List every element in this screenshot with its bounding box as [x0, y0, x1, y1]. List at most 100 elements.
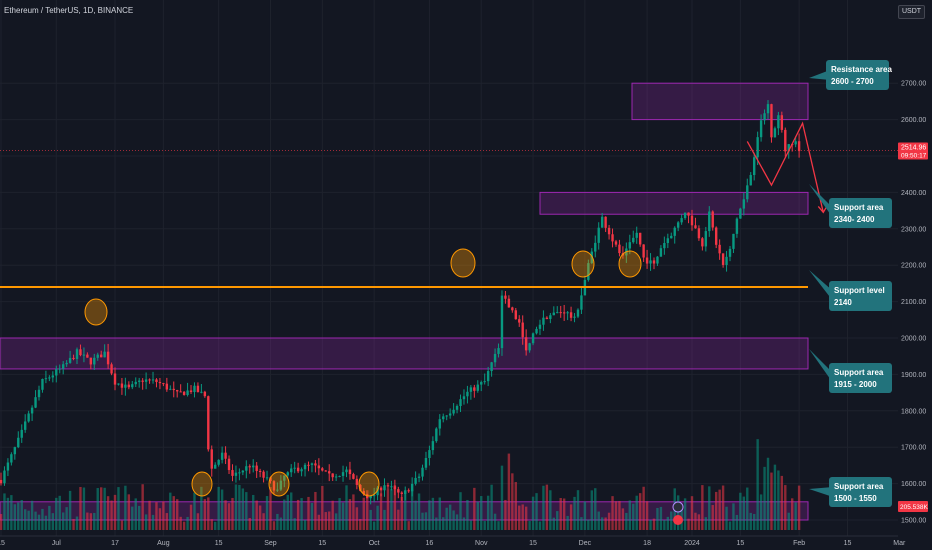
- candle-body: [766, 104, 770, 114]
- currency-button[interactable]: USDT: [898, 5, 925, 19]
- volume-bar: [566, 515, 569, 530]
- volume-bar: [286, 494, 289, 530]
- volume-bar: [500, 465, 504, 530]
- volume-bar: [99, 487, 103, 530]
- volume-bar: [30, 500, 34, 530]
- callout-box: [829, 477, 892, 507]
- volume-bar: [352, 494, 355, 530]
- candle-body: [711, 211, 714, 228]
- candle-body: [628, 242, 632, 249]
- candle-body: [127, 384, 131, 388]
- volume-bar: [590, 490, 594, 530]
- candle-body: [663, 242, 666, 249]
- volume-bar: [120, 520, 124, 530]
- candle-body: [473, 387, 476, 391]
- candle-body: [134, 381, 137, 385]
- candle-body: [376, 487, 379, 496]
- volume-bar: [307, 496, 310, 530]
- volume-bar: [476, 501, 479, 530]
- candle-body: [455, 405, 459, 410]
- candle-body: [258, 470, 262, 472]
- candle-body: [607, 227, 611, 235]
- volume-bar: [359, 518, 362, 530]
- candle-body: [714, 227, 718, 245]
- touch-circle: [268, 471, 290, 497]
- volume-bar: [787, 512, 790, 530]
- volume-bar: [3, 493, 6, 530]
- candle-body: [61, 364, 65, 369]
- candle-body: [746, 185, 749, 200]
- volume-bar: [507, 453, 511, 530]
- volume-bar: [524, 506, 528, 530]
- callout-line1: Support level: [834, 286, 885, 295]
- candle-body: [770, 104, 773, 138]
- callout-line1: Support area: [834, 482, 884, 491]
- candle-body: [265, 477, 269, 479]
- candle-body: [79, 349, 82, 356]
- candle-body: [704, 231, 708, 247]
- candle-body: [680, 218, 683, 223]
- volume-bar: [452, 510, 455, 530]
- candle-body: [524, 337, 528, 351]
- candle-body: [172, 388, 175, 391]
- volume-bar: [338, 498, 341, 530]
- volume-bar: [193, 492, 196, 530]
- volume-bar: [345, 485, 348, 530]
- volume-bar: [252, 494, 255, 530]
- candle-body: [428, 450, 431, 459]
- x-axis: 15 Jul 17 Aug 15 Sep 15 Oct 16 Nov 15 Dec 18 2024 15 Fe…: [0, 535, 906, 550]
- volume-bar: [708, 486, 711, 530]
- y-tick-label: 1700.00: [901, 445, 926, 452]
- volume-bar: [587, 519, 590, 530]
- candle-body: [690, 215, 694, 226]
- candle-body: [763, 113, 766, 121]
- candle-body: [604, 216, 607, 228]
- candle-body: [255, 465, 258, 471]
- candle-body: [493, 353, 497, 363]
- last-price-tag: [898, 142, 928, 160]
- volume-bar: [742, 496, 746, 530]
- volume-bar: [20, 500, 23, 530]
- candle-body: [445, 415, 448, 417]
- volume-bar: [625, 512, 628, 530]
- volume-bar: [538, 521, 542, 530]
- candle-body: [562, 312, 566, 314]
- volume-bar: [448, 504, 452, 530]
- candle-body: [531, 333, 535, 344]
- candle-body: [296, 467, 300, 472]
- candle-body: [179, 391, 182, 393]
- candle-body: [393, 486, 397, 490]
- candle-body: [756, 137, 759, 158]
- volume-bar: [556, 511, 559, 530]
- volume-bar: [473, 487, 476, 530]
- candle-body: [759, 120, 763, 138]
- candle-body: [528, 343, 531, 351]
- volume-bar: [728, 521, 732, 530]
- touch-circle: [450, 248, 476, 278]
- volume-bar: [265, 496, 269, 530]
- lightning-icon: [672, 501, 684, 513]
- volume-bar: [711, 505, 714, 530]
- volume-bar: [203, 499, 207, 530]
- y-tick-label: 2400.00: [901, 190, 926, 197]
- volume-bar: [86, 512, 89, 530]
- candle-body: [576, 309, 580, 317]
- candle-body: [362, 490, 365, 495]
- volume-bar: [10, 495, 13, 530]
- volume-bar: [576, 490, 580, 530]
- candle-body: [51, 375, 55, 378]
- candle-body: [486, 371, 490, 382]
- x-tick-label: 15: [844, 540, 852, 547]
- candle-body: [86, 354, 89, 358]
- volume-tag: [898, 501, 928, 512]
- volume-bar: [290, 492, 293, 530]
- candle-body: [538, 324, 542, 329]
- candle-body: [300, 469, 303, 472]
- candle-body: [65, 362, 68, 365]
- y-tick-label: 1900.00: [901, 372, 926, 379]
- volume-bar: [666, 516, 670, 530]
- volume-bar: [362, 497, 365, 530]
- volume-bar: [632, 503, 635, 530]
- candle-body: [694, 225, 697, 229]
